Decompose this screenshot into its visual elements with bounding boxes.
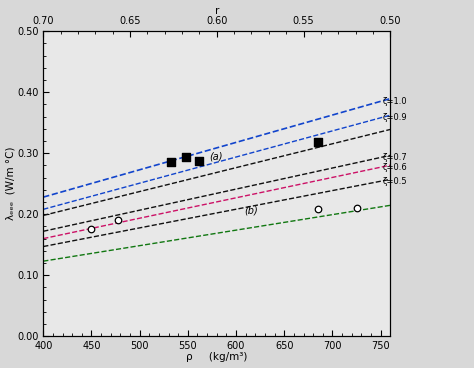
Point [182, 155, 190, 160]
Text: ζ=0.9: ζ=0.9 [383, 113, 407, 122]
Text: ζ=0.7: ζ=0.7 [383, 153, 407, 162]
Point [115, 217, 122, 223]
X-axis label: r: r [215, 6, 219, 15]
Point [168, 159, 175, 165]
Point [314, 139, 322, 145]
Point [196, 158, 203, 163]
Text: ζ=1.0: ζ=1.0 [383, 97, 407, 106]
Point [88, 226, 95, 232]
Y-axis label: λₑₑₑ  (W/m °C): λₑₑₑ (W/m °C) [6, 147, 16, 220]
Text: ζ=0.5: ζ=0.5 [383, 177, 407, 186]
X-axis label: ρ     (kg/m³): ρ (kg/m³) [186, 353, 247, 362]
Point [353, 205, 360, 211]
Text: (a): (a) [209, 152, 223, 162]
Text: (b): (b) [244, 206, 257, 216]
Text: ζ=0.6: ζ=0.6 [383, 163, 407, 172]
Point [314, 206, 322, 212]
